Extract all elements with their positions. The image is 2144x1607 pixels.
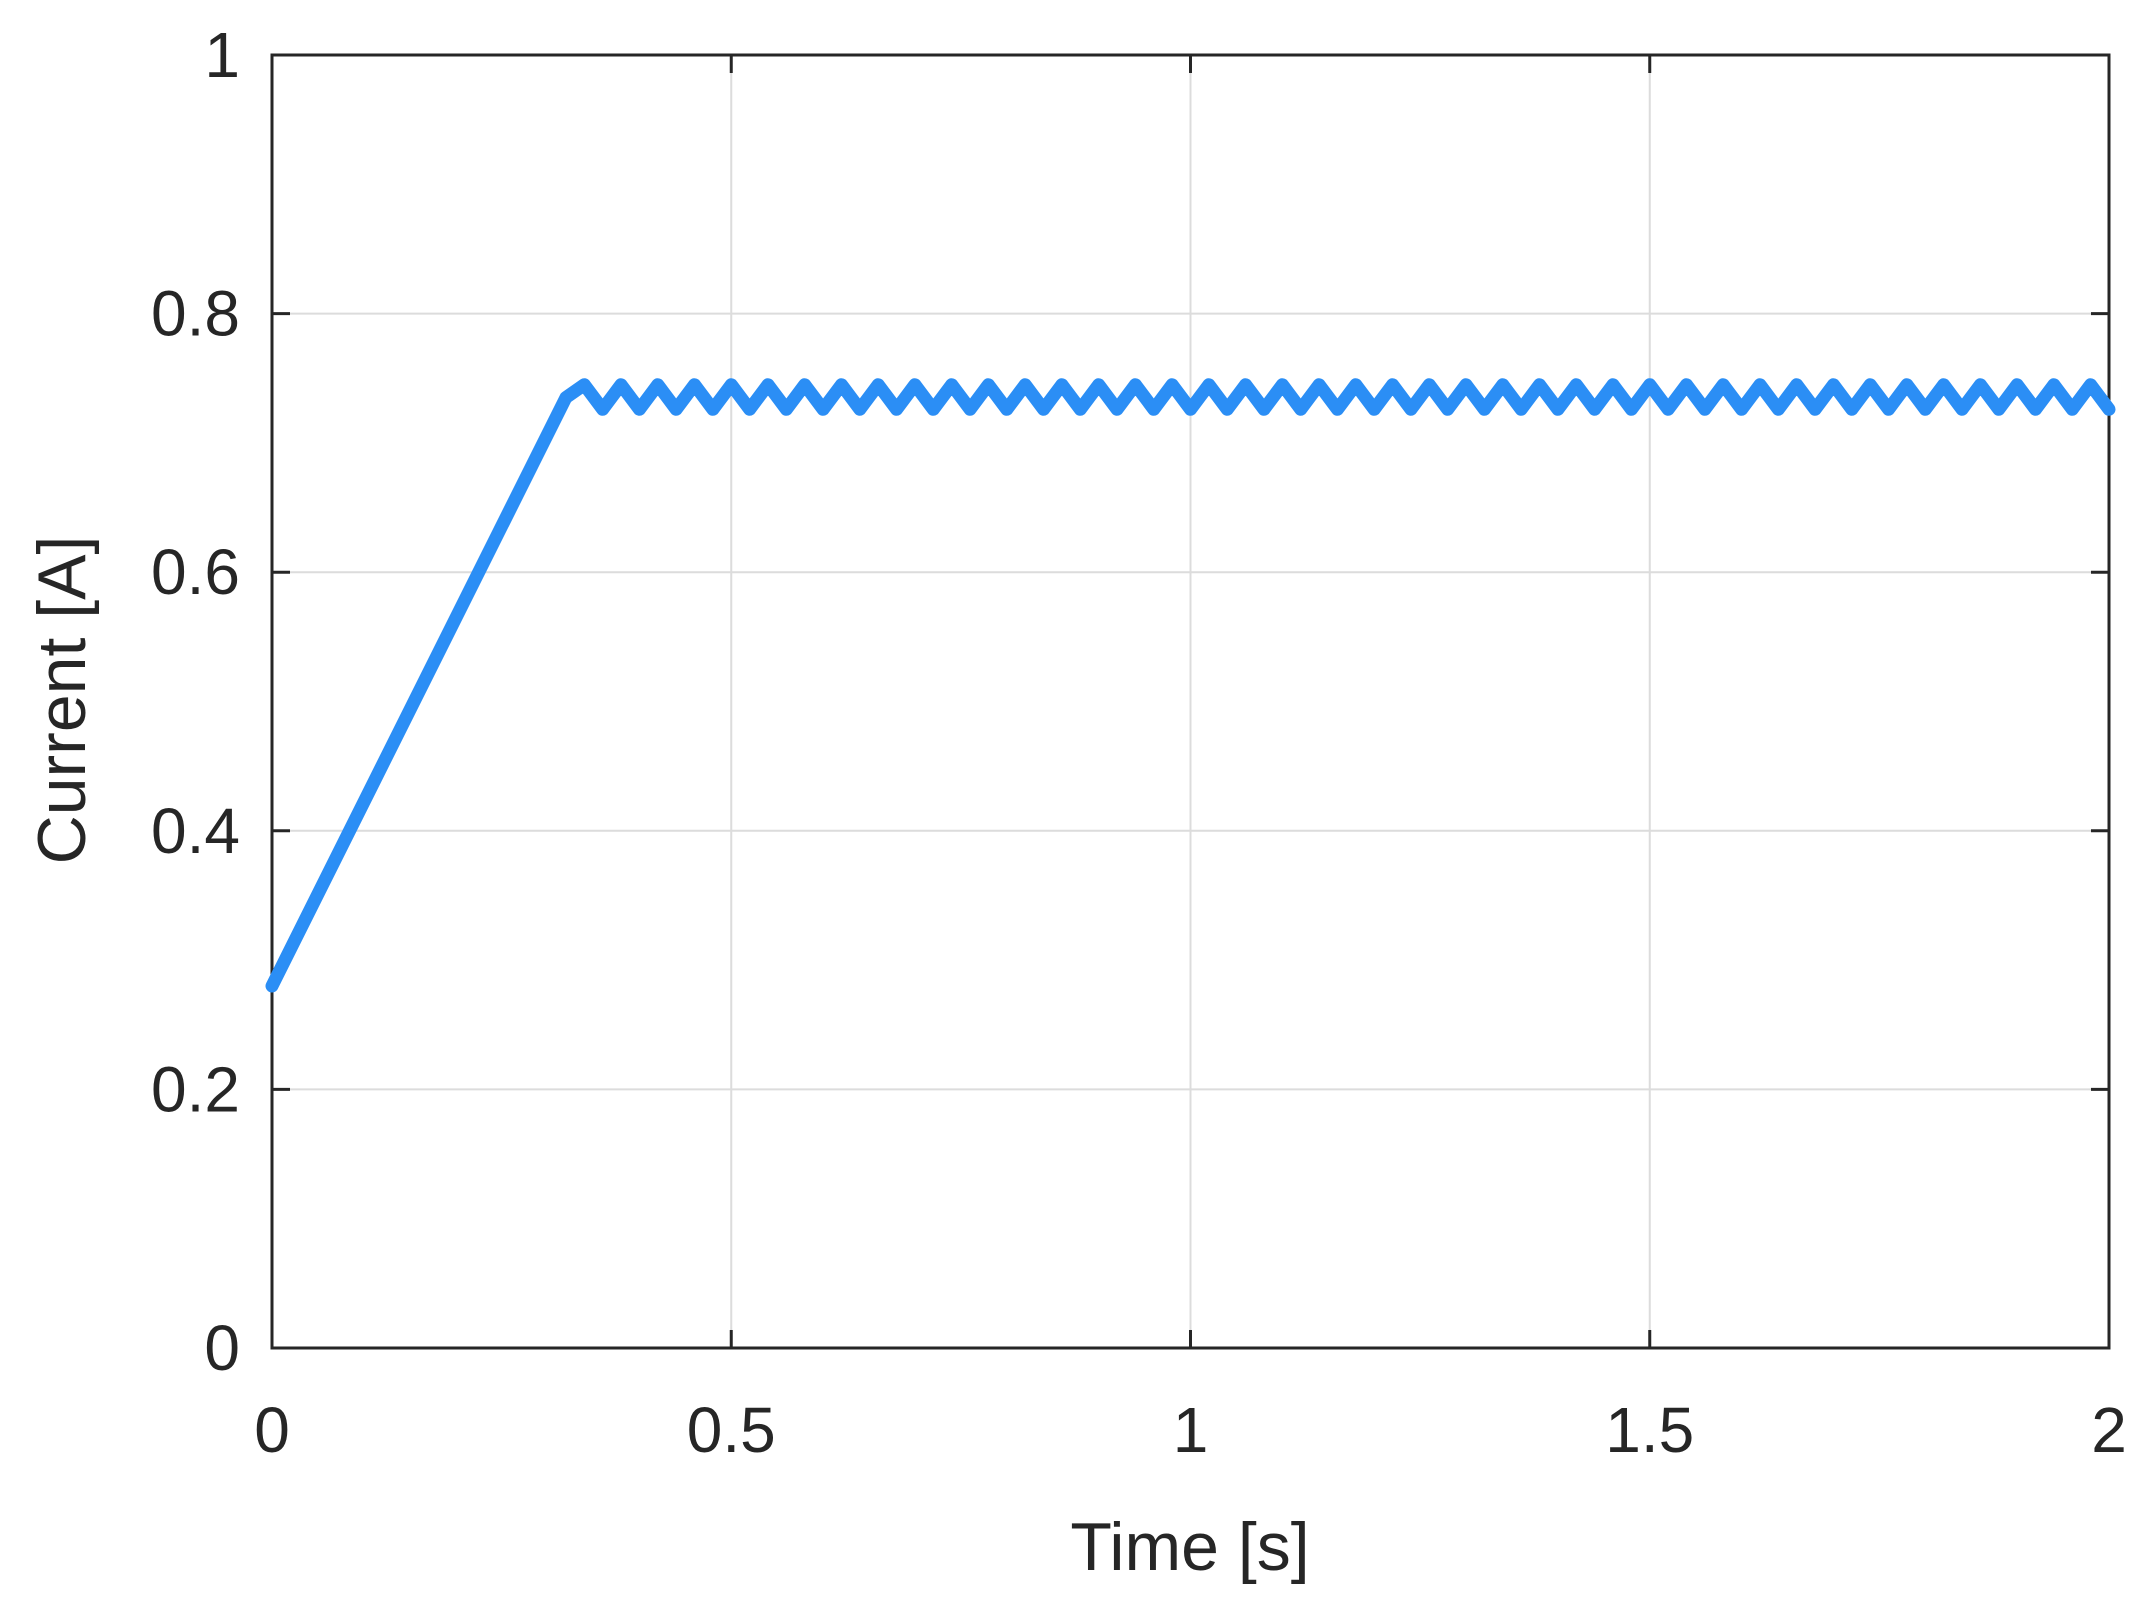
y-tick-label: 1 bbox=[204, 19, 240, 91]
y-tick-label: 0.2 bbox=[151, 1053, 240, 1125]
x-axis-label: Time [s] bbox=[1070, 1509, 1309, 1585]
x-tick-label: 1 bbox=[1173, 1394, 1209, 1466]
y-tick-label: 0.4 bbox=[151, 795, 240, 867]
plot-frame bbox=[270, 53, 2111, 1350]
x-tick-label: 2 bbox=[2091, 1394, 2127, 1466]
y-tick-label: 0.8 bbox=[151, 278, 240, 350]
x-tick-label: 0 bbox=[254, 1394, 290, 1466]
y-tick-label: 0.6 bbox=[151, 536, 240, 608]
data-line bbox=[265, 378, 2116, 993]
x-tick-label: 0.5 bbox=[687, 1394, 776, 1466]
y-axis-label: Current [A] bbox=[24, 536, 100, 865]
y-tick-label: 0 bbox=[204, 1312, 240, 1384]
x-tick-label: 1.5 bbox=[1605, 1394, 1694, 1466]
